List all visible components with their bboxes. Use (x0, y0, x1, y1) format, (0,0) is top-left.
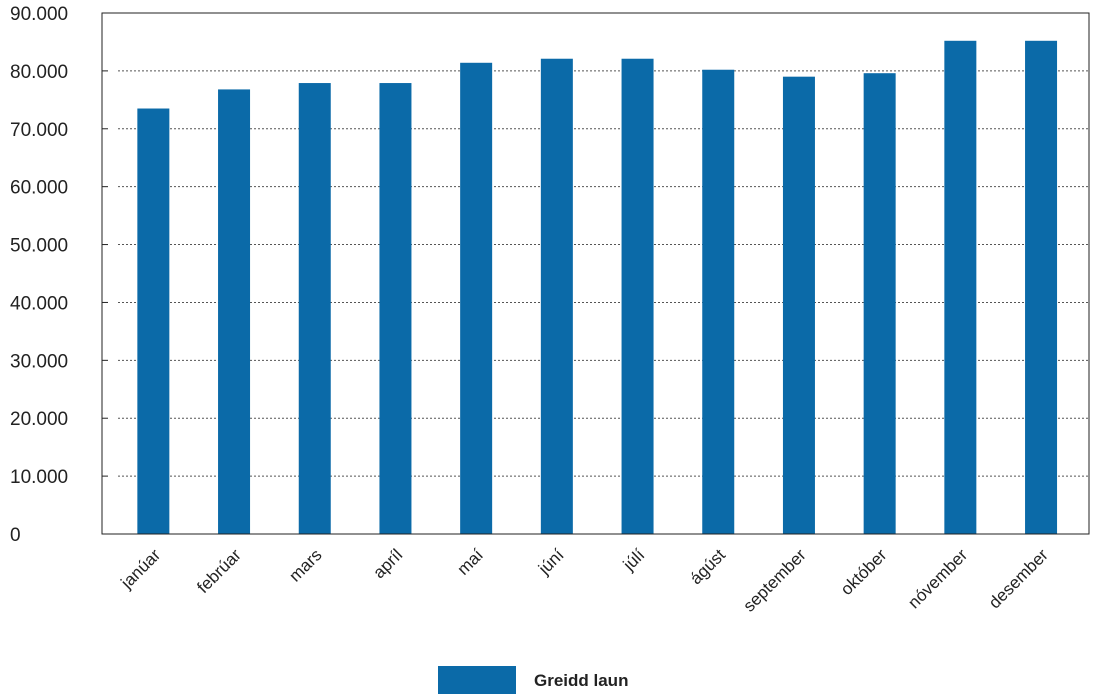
x-tick-label: janúar (117, 545, 165, 593)
legend-label: Greidd laun (534, 671, 628, 690)
bar (863, 73, 896, 535)
bar (621, 58, 654, 534)
y-tick-label: 90.000 (10, 4, 68, 25)
y-tick-label: 40.000 (10, 293, 68, 314)
y-tick-label: 70.000 (10, 120, 68, 141)
x-tick-label: mars (285, 545, 325, 585)
y-tick-label: 10.000 (10, 467, 68, 488)
y-tick-label: 20.000 (10, 409, 68, 430)
x-tick-label: september (740, 545, 810, 615)
gridlines (118, 70, 1089, 477)
axes (101, 12, 1090, 535)
y-tick-label: 50.000 (10, 236, 68, 257)
bar (460, 62, 493, 534)
x-tick-label: ágúst (686, 545, 729, 588)
bar (540, 58, 573, 534)
y-tick-label: 30.000 (10, 351, 68, 372)
x-tick-label: febrúar (193, 545, 245, 597)
x-axis-labels: janúar febrúar mars apríl maí júní júlí ágúst se… (117, 545, 1052, 615)
legend: Greidd laun (438, 666, 628, 694)
x-tick-label: júní (534, 545, 568, 579)
x-tick-label: nóvember (904, 545, 971, 612)
bar (137, 108, 170, 535)
bar (1025, 40, 1058, 534)
x-tick-label: apríl (369, 545, 406, 582)
y-tick-label: 0 (10, 525, 21, 546)
bar (298, 83, 331, 534)
y-tick-label: 80.000 (10, 62, 68, 83)
x-tick-label: desember (985, 545, 1052, 612)
bar (379, 83, 412, 534)
x-tick-label: júlí (619, 545, 649, 575)
bars (137, 40, 1058, 535)
y-axis-ticks: 0 10.000 20.000 30.000 40.000 50.000 60.000 70.… (10, 4, 108, 546)
x-tick-label: október (837, 545, 891, 599)
bar (218, 89, 251, 534)
y-tick-label: 60.000 (10, 178, 68, 199)
bar (702, 69, 735, 534)
bar (944, 40, 977, 534)
bar (782, 76, 815, 534)
plot-frame (101, 12, 1090, 535)
legend-swatch (438, 666, 516, 694)
x-tick-label: maí (454, 545, 488, 579)
